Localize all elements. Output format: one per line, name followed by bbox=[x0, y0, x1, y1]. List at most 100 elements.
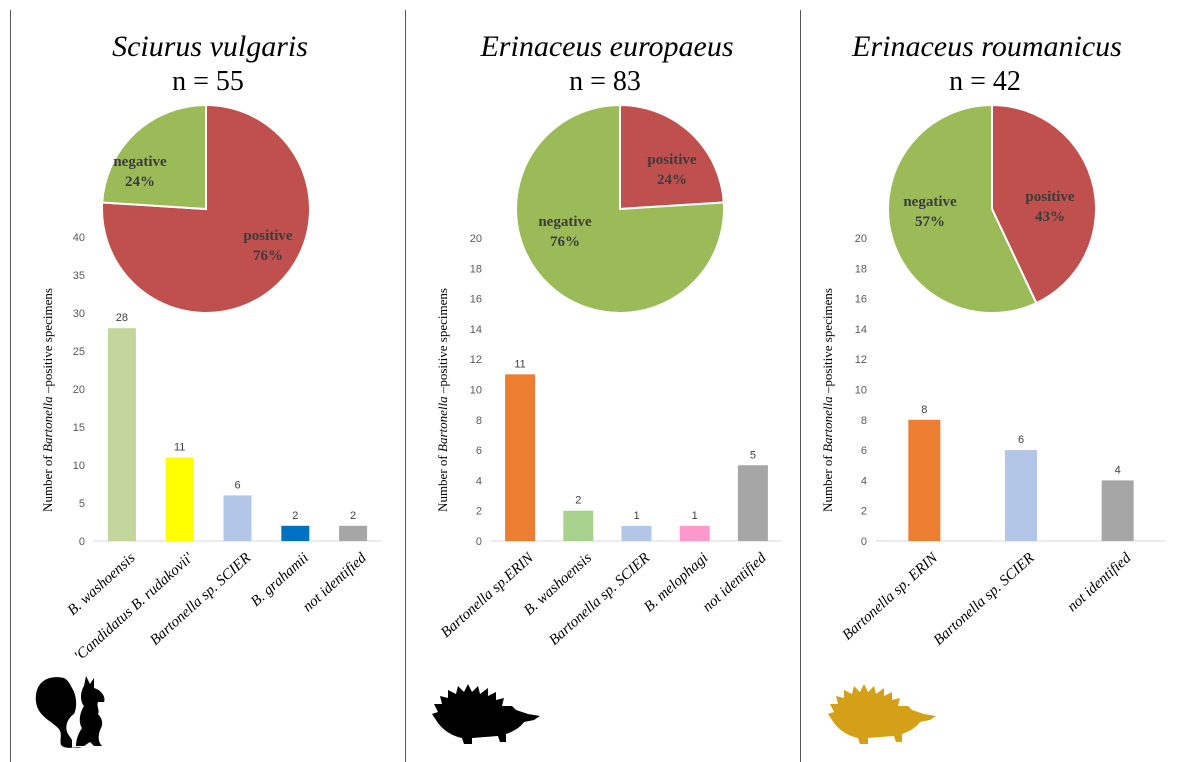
pie-pct-positive: 76% bbox=[253, 248, 283, 264]
pie-label-positive: positive bbox=[1025, 189, 1075, 205]
y-tick-label: 6 bbox=[861, 445, 867, 457]
y-tick-label: 12 bbox=[470, 354, 482, 366]
category-label: not identified bbox=[700, 550, 770, 615]
pie-chart-1: positive 76% negative 24% bbox=[101, 103, 311, 314]
bar bbox=[679, 525, 710, 541]
y-axis-label-prefix: Number of bbox=[40, 452, 55, 512]
y-tick-label: 8 bbox=[476, 415, 482, 427]
y-tick-label: 16 bbox=[855, 294, 867, 306]
hedgehog-icon bbox=[432, 684, 540, 744]
bar-data-label: 8 bbox=[921, 404, 927, 416]
pie-slice-negative bbox=[887, 103, 1038, 314]
y-axis-label-italic: Bartonella bbox=[40, 396, 55, 452]
bar-data-label: 28 bbox=[116, 312, 128, 324]
bar bbox=[505, 374, 536, 541]
bar bbox=[737, 465, 768, 541]
y-tick-label: 15 bbox=[73, 422, 85, 434]
category-label: Bartonella sp. SCIER bbox=[147, 550, 254, 649]
bar-data-label: 5 bbox=[750, 449, 756, 461]
y-tick-label: 35 bbox=[73, 270, 85, 282]
pie-label-negative: negative bbox=[113, 154, 167, 170]
bar-data-label: 2 bbox=[575, 495, 581, 507]
y-axis-label: Number of Bartonella –positive specimens bbox=[435, 288, 450, 512]
bar bbox=[339, 525, 368, 541]
y-tick-label: 18 bbox=[470, 263, 482, 275]
divider-left bbox=[10, 10, 11, 762]
y-tick-label: 10 bbox=[73, 460, 85, 472]
bar-data-label: 4 bbox=[1115, 464, 1121, 476]
pie-charts: positive 76% negative 24% positive 24% negativ… bbox=[101, 103, 1097, 314]
y-tick-label: 5 bbox=[79, 498, 85, 510]
bar-data-label: 1 bbox=[692, 510, 698, 522]
pie-pct-positive: 24% bbox=[657, 172, 687, 188]
bar-data-label: 2 bbox=[292, 510, 298, 522]
divider-middle-1 bbox=[405, 10, 406, 762]
bar bbox=[563, 510, 594, 541]
panel-title-2: Erinaceus europaeus bbox=[480, 30, 734, 63]
bar bbox=[223, 495, 252, 541]
pie-slice-positive bbox=[991, 103, 1097, 305]
bar bbox=[107, 328, 136, 541]
y-tick-label: 2 bbox=[476, 506, 482, 518]
y-tick-label: 6 bbox=[476, 445, 482, 457]
category-label: Bartonella sp. SCIER bbox=[546, 550, 653, 649]
y-axis-label-italic: Bartonella bbox=[435, 396, 450, 452]
y-tick-label: 10 bbox=[855, 385, 867, 397]
y-axis-label-italic: Bartonella bbox=[820, 396, 835, 452]
pie-label-positive: positive bbox=[243, 228, 293, 244]
bar-data-label: 11 bbox=[174, 441, 185, 453]
panel-title-1: Sciurus vulgaris bbox=[112, 30, 308, 63]
bar-data-label: 1 bbox=[633, 510, 639, 522]
y-tick-label: 20 bbox=[73, 384, 85, 396]
pie-slice-negative bbox=[101, 103, 207, 211]
category-label: Bartonella sp. SCIER bbox=[931, 550, 1038, 649]
y-tick-label: 8 bbox=[861, 415, 867, 427]
category-label: Bartonella sp. ERIN bbox=[840, 549, 942, 643]
y-axis-label: Number of Bartonella –positive specimens bbox=[40, 288, 55, 512]
bar bbox=[165, 457, 194, 541]
y-axis-label-suffix: –positive specimens bbox=[435, 288, 450, 396]
panel-n-2: n = 83 bbox=[569, 66, 641, 97]
hedgehog-icon-golden bbox=[828, 684, 936, 744]
bar bbox=[281, 525, 310, 541]
y-tick-label: 0 bbox=[476, 536, 482, 548]
y-tick-label: 40 bbox=[73, 232, 85, 244]
squirrel-icon bbox=[35, 676, 105, 748]
y-tick-label: 10 bbox=[470, 385, 482, 397]
bar-data-label: 6 bbox=[1018, 434, 1024, 446]
y-tick-label: 16 bbox=[470, 294, 482, 306]
pie-pct-positive: 43% bbox=[1035, 209, 1065, 225]
y-tick-label: 4 bbox=[861, 475, 867, 487]
y-axis-label-prefix: Number of bbox=[435, 452, 450, 512]
panel-title-3: Erinaceus roumanicus bbox=[852, 30, 1122, 63]
bar bbox=[1005, 450, 1037, 541]
pie-pct-negative: 24% bbox=[125, 174, 155, 190]
y-tick-label: 25 bbox=[73, 346, 85, 358]
panel-n-3: n = 42 bbox=[949, 66, 1021, 97]
y-tick-label: 0 bbox=[79, 536, 85, 548]
y-axis-label-suffix: –positive specimens bbox=[820, 288, 835, 396]
y-tick-label: 18 bbox=[855, 263, 867, 275]
pie-pct-negative: 76% bbox=[550, 234, 580, 250]
y-axis-label-prefix: Number of bbox=[820, 452, 835, 512]
y-tick-label: 14 bbox=[855, 324, 867, 336]
pie-chart-3: positive 43% negative 57% bbox=[887, 103, 1097, 314]
bar bbox=[621, 525, 652, 541]
y-axis-label-suffix: –positive specimens bbox=[40, 288, 55, 396]
bar bbox=[908, 419, 941, 541]
pie-chart-2: positive 24% negative 76% bbox=[515, 103, 725, 314]
category-label: 'Candidatus B. rudakovii' bbox=[72, 550, 197, 665]
y-axis-label: Number of Bartonella –positive specimens bbox=[820, 288, 835, 512]
y-tick-label: 2 bbox=[861, 506, 867, 518]
category-label: not identified bbox=[300, 550, 370, 615]
pie-pct-negative: 57% bbox=[915, 214, 945, 230]
y-tick-label: 0 bbox=[861, 536, 867, 548]
bar-data-label: 6 bbox=[234, 479, 240, 491]
category-label: not identified bbox=[1064, 550, 1134, 615]
pie-slice-positive bbox=[101, 103, 311, 314]
category-label: Bartonella sp.ERIN bbox=[438, 549, 537, 641]
bar-data-label: 11 bbox=[514, 358, 525, 370]
bar-data-label: 2 bbox=[350, 510, 356, 522]
y-tick-label: 12 bbox=[855, 354, 867, 366]
